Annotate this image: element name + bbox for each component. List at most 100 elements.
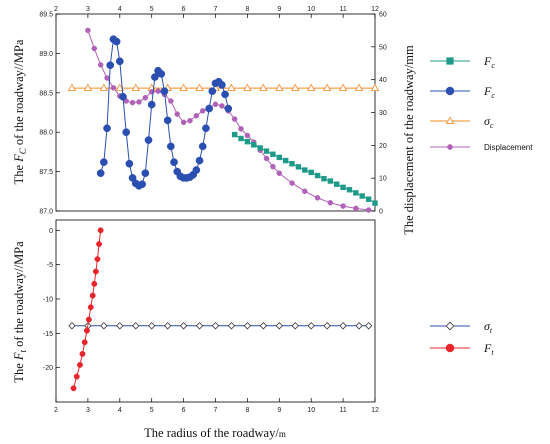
upper-right-tick-label: 40 — [379, 77, 387, 84]
upper-right-tick-label: 0 — [379, 209, 383, 216]
data-point — [219, 103, 225, 109]
data-point — [148, 322, 156, 330]
upper-left-tick-label: 88.0 — [39, 130, 53, 137]
data-point — [238, 126, 244, 132]
lower-panel: 2 3 4 5 6 7 8 9 10 11 12 0 -5 -10 -15 -20 — [43, 219, 379, 414]
data-point — [163, 116, 172, 125]
data-point — [282, 157, 289, 164]
lower-legend-entry-0: σt — [430, 319, 493, 335]
data-point — [68, 322, 76, 330]
data-point — [202, 124, 210, 133]
data-point — [144, 136, 153, 144]
series-0-group — [231, 131, 378, 206]
data-point — [270, 163, 276, 170]
data-point — [122, 128, 131, 137]
data-point — [244, 138, 251, 145]
data-point — [227, 83, 236, 92]
data-point — [276, 154, 282, 161]
upper-right-tick-label: 20 — [379, 143, 387, 150]
data-point — [116, 322, 124, 330]
data-point — [327, 200, 334, 206]
x-axis-title: The radius of the roadway/m — [144, 426, 286, 440]
data-point — [192, 166, 201, 174]
data-point — [199, 108, 206, 114]
data-point — [231, 131, 238, 138]
data-point — [218, 81, 226, 89]
top-x-tick-label: 4 — [118, 6, 122, 13]
data-point — [92, 268, 99, 275]
series-1-group — [96, 35, 233, 190]
bottom-x-tick-label: 6 — [182, 407, 186, 414]
data-point — [96, 241, 103, 247]
upper-left-tick-label: 87.5 — [39, 169, 53, 176]
top-x-tick-label: 11 — [339, 6, 346, 13]
data-point — [302, 188, 308, 195]
data-point — [370, 83, 380, 92]
data-point — [89, 292, 96, 299]
data-point — [270, 151, 276, 157]
data-point — [238, 135, 244, 142]
data-point — [100, 158, 108, 166]
data-point — [67, 83, 77, 92]
legend-entry-1: Fc — [430, 84, 495, 100]
data-point — [243, 83, 252, 92]
lower-left-tick-label: 0 — [49, 228, 53, 235]
top-x-tick-label: 2 — [54, 6, 58, 13]
bottom-x-tick-label: 9 — [277, 407, 281, 414]
data-point — [125, 159, 134, 168]
data-point — [97, 62, 104, 68]
data-point — [205, 104, 213, 113]
bottom-x-tick-label: 10 — [307, 407, 315, 414]
legend-marker — [446, 57, 454, 65]
data-point — [323, 322, 331, 330]
lower-left-axis: 0 -5 -10 -15 -20 — [43, 228, 60, 372]
data-point — [339, 322, 347, 330]
data-point — [334, 181, 340, 187]
lower-series-0-group — [68, 322, 373, 330]
data-point — [81, 339, 88, 346]
lower-left-tick-label: -20 — [43, 365, 53, 372]
data-point — [208, 87, 217, 96]
data-point — [187, 117, 193, 124]
top-x-tick-label: 9 — [277, 6, 281, 13]
upper-left-tick-label: 88.5 — [39, 90, 53, 97]
data-point — [364, 322, 373, 330]
legend-marker — [445, 116, 455, 124]
top-x-tick-label: 3 — [86, 6, 90, 13]
data-point — [327, 178, 334, 184]
data-point — [170, 158, 178, 166]
upper-legend: Fc Fc σc Displacement — [430, 54, 533, 152]
data-point — [365, 207, 372, 213]
data-point — [115, 57, 124, 66]
top-x-tick-label: 5 — [150, 6, 154, 13]
data-point — [138, 180, 146, 189]
legend-entry-3: Displacement — [430, 143, 533, 152]
bottom-x-tick-label: 3 — [86, 407, 90, 414]
lower-legend-entry-1: Ft — [430, 341, 494, 357]
data-point — [263, 155, 270, 162]
data-point — [103, 124, 111, 133]
upper-panel: 2 3 4 5 6 7 8 9 10 11 12 87.087.588.088.589.089.5 … — [39, 6, 387, 216]
upper-top-axis: 2 3 4 5 6 7 8 9 10 11 12 — [54, 6, 379, 18]
data-point — [193, 113, 200, 119]
data-point — [365, 196, 372, 202]
data-point — [70, 385, 77, 392]
bottom-x-tick-label: 11 — [339, 407, 346, 414]
data-point — [275, 322, 283, 330]
data-point — [100, 322, 108, 330]
lower-legend: σt Ft — [430, 319, 494, 357]
data-point — [211, 322, 220, 330]
data-point — [302, 167, 308, 173]
legend-label: σc — [484, 114, 494, 130]
upper-left-tick-label: 87.0 — [39, 209, 53, 216]
lower-series-group — [68, 227, 373, 392]
data-point — [338, 83, 348, 92]
data-point — [231, 116, 238, 122]
data-point — [322, 83, 332, 92]
data-point — [99, 83, 109, 92]
legend-label: σt — [484, 319, 493, 335]
data-point — [244, 132, 251, 139]
data-point — [83, 83, 93, 92]
legend-marker — [445, 86, 455, 96]
